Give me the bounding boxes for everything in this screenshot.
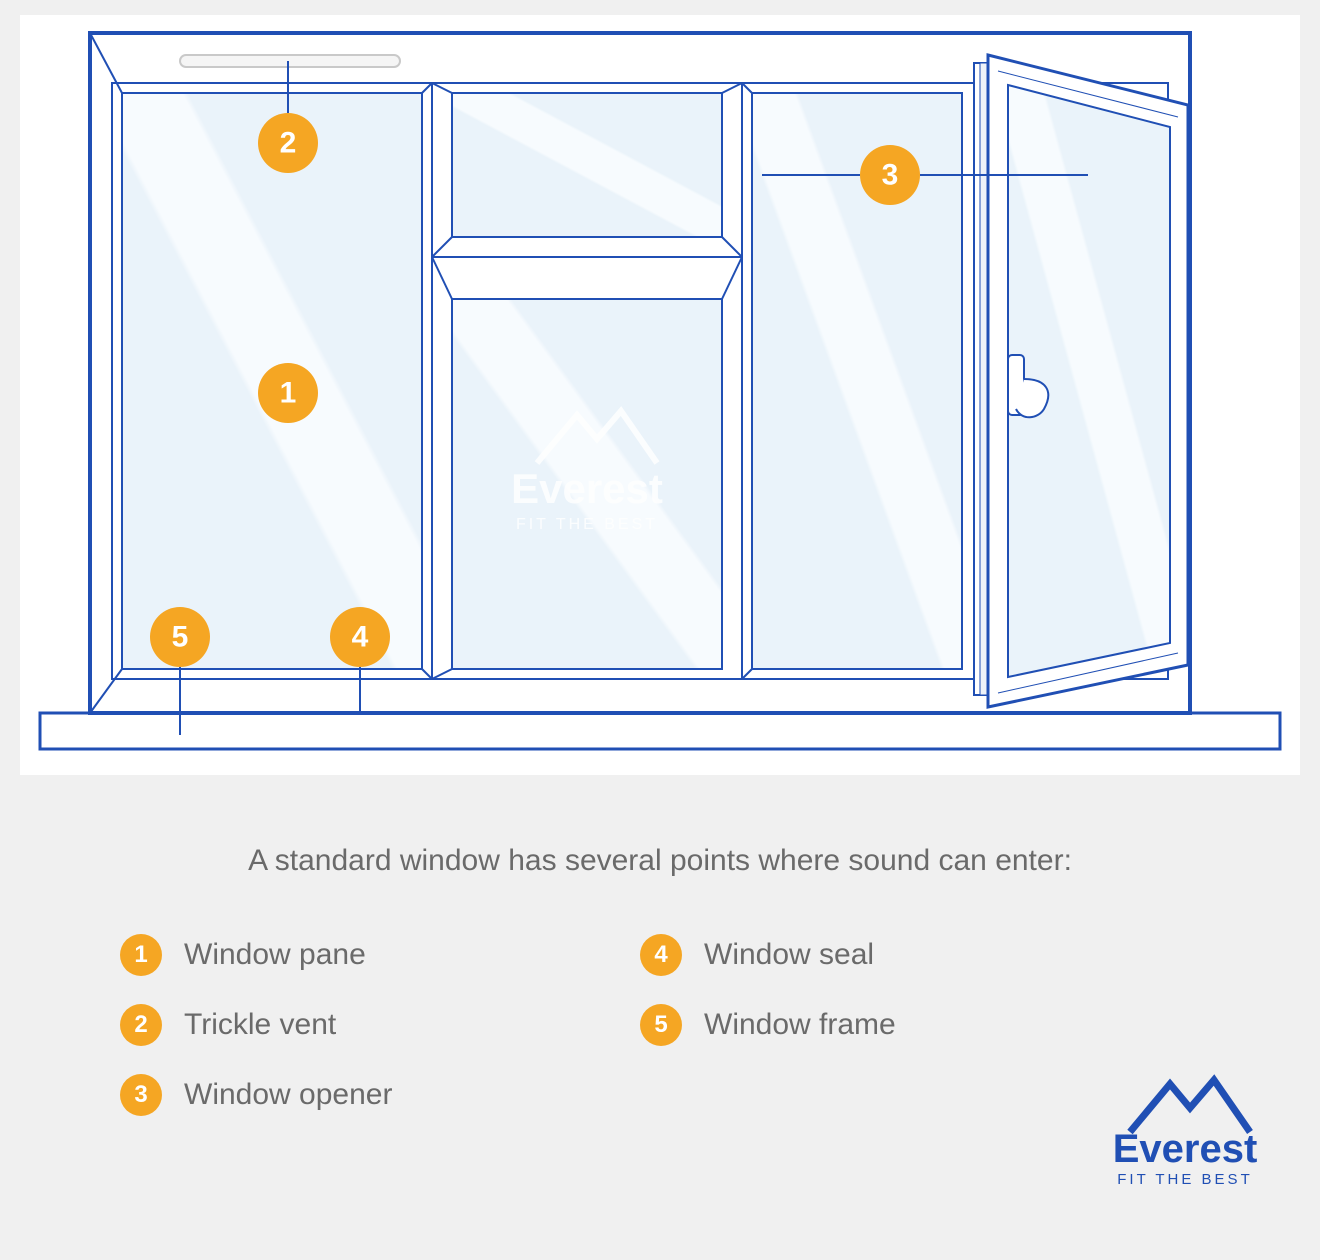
legend-bullet: 2	[120, 1004, 162, 1046]
marker-4: 4	[330, 607, 390, 667]
svg-text:3: 3	[882, 159, 899, 192]
infographic-canvas: Everest FIT THE BEST 1 2 3	[0, 0, 1320, 1260]
legend-bullet: 3	[120, 1074, 162, 1116]
caption-text: A standard window has several points whe…	[60, 844, 1260, 878]
legend-bullet: 4	[640, 934, 682, 976]
trickle-vent	[180, 55, 400, 67]
legend: 1 Window pane 2 Trickle vent 3 Window op…	[120, 920, 1120, 1130]
svg-text:5: 5	[172, 621, 189, 654]
legend-label: Trickle vent	[184, 1008, 336, 1042]
svg-text:Everest: Everest	[511, 465, 663, 512]
marker-3: 3	[860, 145, 920, 205]
svg-text:1: 1	[280, 377, 297, 410]
window-diagram: Everest FIT THE BEST 1 2 3	[20, 15, 1300, 775]
open-sash	[974, 55, 1188, 707]
svg-text:FIT THE BEST: FIT THE BEST	[516, 516, 658, 533]
legend-item-5: 5 Window frame	[640, 990, 1120, 1060]
legend-bullet: 1	[120, 934, 162, 976]
marker-1: 1	[258, 363, 318, 423]
legend-bullet: 5	[640, 1004, 682, 1046]
svg-text:FIT THE BEST: FIT THE BEST	[1117, 1171, 1252, 1188]
legend-label: Window seal	[704, 938, 874, 972]
legend-item-4: 4 Window seal	[640, 920, 1120, 990]
svg-text:2: 2	[280, 127, 297, 160]
svg-text:Everest: Everest	[1113, 1127, 1258, 1171]
svg-text:4: 4	[352, 621, 369, 654]
legend-item-3: 3 Window opener	[120, 1060, 600, 1130]
legend-label: Window opener	[184, 1078, 392, 1112]
window-svg: Everest FIT THE BEST 1 2 3	[20, 15, 1300, 775]
legend-item-1: 1 Window pane	[120, 920, 600, 990]
marker-2: 2	[258, 113, 318, 173]
legend-label: Window pane	[184, 938, 366, 972]
brand-logo: Everest FIT THE BEST	[1090, 1070, 1280, 1190]
legend-label: Window frame	[704, 1008, 896, 1042]
marker-5: 5	[150, 607, 210, 667]
legend-item-2: 2 Trickle vent	[120, 990, 600, 1060]
